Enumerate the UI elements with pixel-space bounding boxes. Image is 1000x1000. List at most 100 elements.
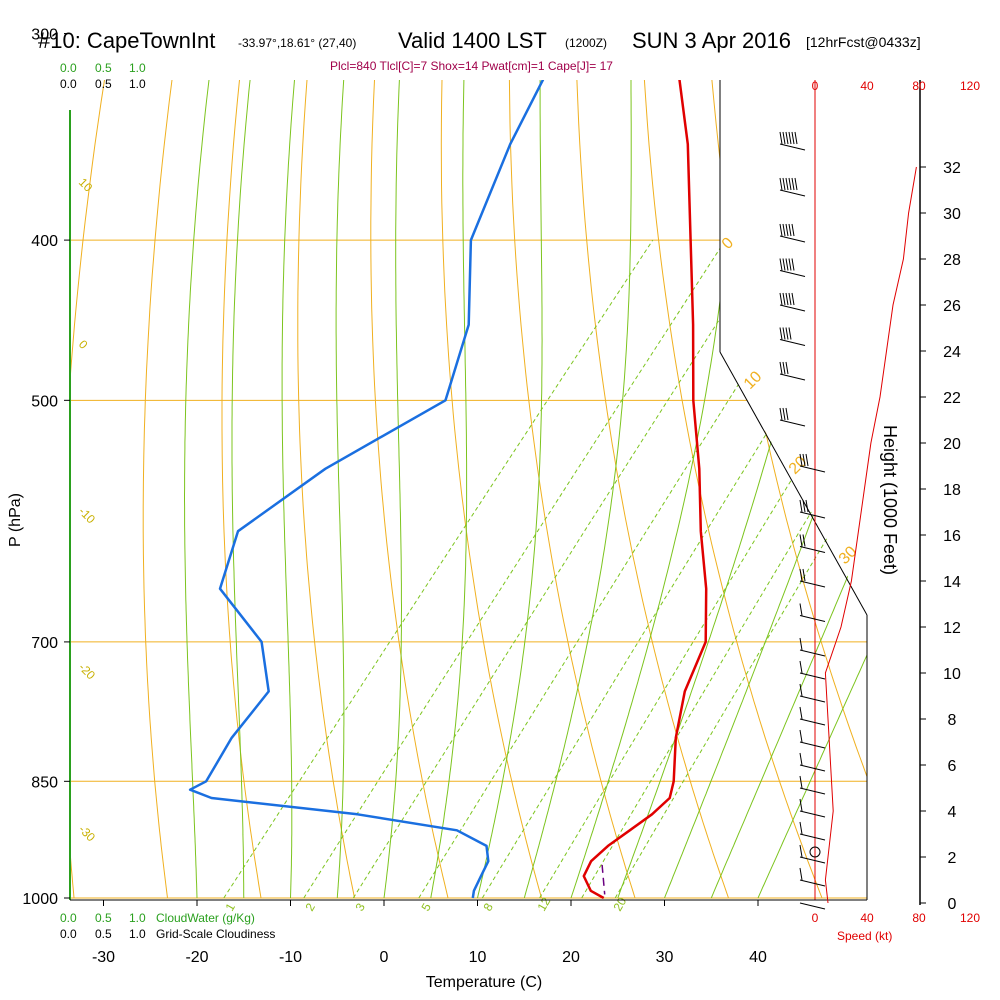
- mixing-ratio-label: 8: [480, 900, 496, 913]
- dry-adiabat-label: 10: [76, 175, 96, 195]
- height-tick-label: 14: [943, 574, 961, 591]
- moist-adiabat-line: [281, 80, 295, 899]
- height-tick-label: 20: [943, 436, 961, 453]
- height-tick-label: 0: [948, 896, 957, 913]
- height-tick-label: 30: [943, 206, 961, 223]
- wind-barb-staff: [779, 143, 806, 151]
- plot-mask: [720, 80, 870, 615]
- forecast-date: SUN 3 Apr 2016: [632, 28, 791, 53]
- cloudwater-bottom-ticks: 0.0 0.5 1.0 CloudWater (g/Kg) 0.0 0.5 1.…: [60, 911, 275, 941]
- wind-barb-flag: [799, 798, 803, 812]
- wind-barb-staff: [799, 546, 826, 553]
- wind-barb-flag: [788, 292, 792, 306]
- wind-barb-flag: [799, 706, 803, 720]
- wind-barb-flag: [805, 453, 809, 467]
- speed-tick-top: 40: [860, 79, 874, 93]
- cloudwater-bottom-tick: 0.0: [60, 911, 77, 925]
- wind-barb: [779, 361, 806, 381]
- dry-adiabat-label: -20: [76, 660, 98, 682]
- cloudiness-bottom-tick: 0.0: [60, 927, 77, 941]
- wind-barb-flag: [779, 407, 783, 421]
- wind-barb-staff: [799, 741, 826, 749]
- station-coords: -33.97°,18.61° (27,40): [238, 36, 356, 50]
- wind-barb-flag: [799, 683, 803, 697]
- mixing-ratio-label: 12: [534, 895, 553, 914]
- wind-barb-flag: [799, 534, 803, 547]
- dry-adiabat-line: [142, 80, 173, 899]
- moist-adiabat-line: [184, 80, 210, 899]
- wind-barb-staff: [799, 511, 826, 519]
- wind-barb-staff: [779, 189, 806, 197]
- wind-barb-flag: [782, 407, 786, 421]
- height-tick-label: 2: [948, 850, 957, 867]
- cloudiness-top-tick: 0.5: [95, 77, 112, 91]
- wind-barb-flag: [802, 453, 806, 467]
- wind-barb-flag: [794, 177, 798, 191]
- wind-barb: [779, 407, 806, 427]
- wind-barb-staff: [799, 718, 826, 726]
- wind-barb-flag: [799, 637, 803, 651]
- wind-barb: [799, 867, 826, 887]
- height-tick-label: 22: [943, 390, 961, 407]
- wind-barb-flag: [788, 177, 792, 191]
- p-tick-label: 500: [31, 393, 58, 410]
- wind-barb-flag: [799, 867, 803, 881]
- p-tick-label: 700: [31, 635, 58, 652]
- speed-axis-bottom: 0 40 80 120 Speed (kt): [812, 911, 981, 943]
- dry-adiabat-line: [576, 80, 729, 899]
- wind-barb: [799, 902, 826, 910]
- cloudwater-bottom-tick: 1.0: [129, 911, 146, 925]
- wind-barb-staff: [799, 879, 826, 887]
- parcel-line: [601, 864, 606, 895]
- utc-time: (1200Z): [565, 36, 607, 50]
- height-tick-label: 8: [948, 712, 957, 729]
- wind-barb-flag: [799, 499, 803, 513]
- dry-adiabat-line: [508, 80, 636, 899]
- wind-barb-flag: [802, 534, 806, 547]
- height-tick-label: 16: [943, 528, 961, 545]
- p-tick-label: 850: [31, 774, 58, 791]
- speed-tick-bottom: 120: [960, 911, 980, 925]
- height-tick-label: 24: [943, 344, 961, 361]
- moist-adiabat-line: [757, 653, 867, 899]
- wind-barb-flag: [788, 258, 792, 271]
- wind-barb-staff: [799, 580, 826, 588]
- moist-adiabat-line: [383, 80, 402, 899]
- mixing-ratio-line: [352, 239, 771, 899]
- height-tick-label: 4: [948, 804, 957, 821]
- wind-barb-flag: [779, 223, 783, 237]
- wind-barb: [799, 844, 826, 864]
- cloudwater-top-tick: 0.5: [95, 61, 112, 75]
- wind-barb-staff: [779, 270, 806, 277]
- height-axis-title: Height (1000 Feet): [880, 425, 900, 575]
- wind-barb-flag: [791, 223, 795, 237]
- wind-barb-staff: [799, 764, 826, 772]
- forecast-info: [12hrFcst@0433z]: [806, 34, 921, 50]
- wind-barb-flag: [788, 131, 792, 145]
- speed-axis-title: Speed (kt): [837, 929, 892, 943]
- moist-adiabat-line: [523, 80, 632, 899]
- wind-barb-flag: [779, 258, 783, 271]
- moist-adiabat-lines: [184, 80, 867, 899]
- wind-barb-flag: [785, 407, 789, 421]
- wind-barb-flag: [791, 258, 795, 271]
- wind-speed-line: [824, 166, 917, 904]
- mixing-ratio-label: 2: [302, 900, 318, 913]
- height-tick-label: 32: [943, 160, 961, 177]
- x-tick-label: -10: [279, 949, 302, 966]
- wind-barb: [799, 752, 826, 772]
- sounding-stats: Plcl=840 Tlcl[C]=7 Shox=14 Pwat[cm]=1 Ca…: [330, 59, 613, 73]
- wind-barb-flag: [788, 223, 792, 237]
- mixing-ratio-line: [614, 470, 867, 899]
- wind-barb-flag: [791, 131, 795, 145]
- wind-barb-staff: [799, 465, 826, 473]
- wind-barb-flag: [779, 327, 783, 340]
- cloudiness-label: Grid-Scale Cloudiness: [156, 927, 275, 941]
- mixing-ratio-line: [581, 418, 867, 899]
- cloudwater-top-tick: 0.0: [60, 61, 77, 75]
- mixing-ratio-label: 5: [418, 900, 434, 913]
- wind-barb-flag: [782, 223, 786, 237]
- cloudwater-bottom-tick: 0.5: [95, 911, 112, 925]
- x-tick-label: 0: [380, 949, 389, 966]
